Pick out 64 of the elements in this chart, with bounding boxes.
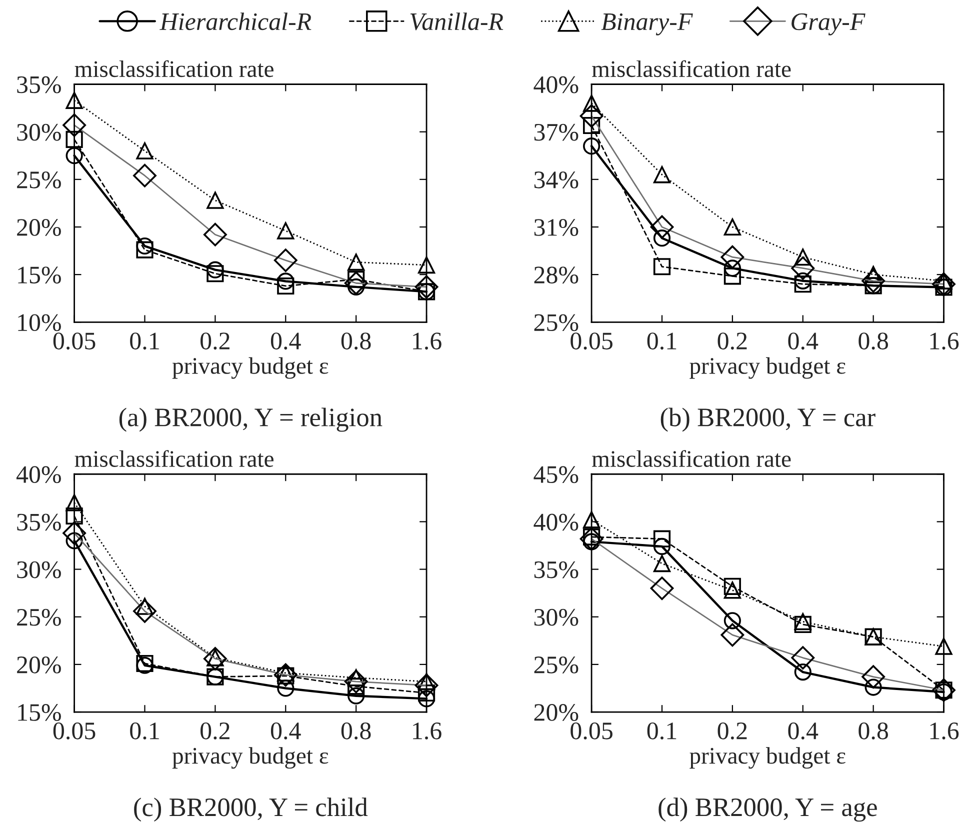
y-tick-label: 40% <box>16 466 61 484</box>
y-tick-label: 10% <box>18 314 61 332</box>
x-tick-label: 0.8 <box>858 332 888 350</box>
x-tick-label: 0.4 <box>788 332 818 350</box>
y-tick-label: 40% <box>534 514 578 531</box>
y-tick-label: 25% <box>534 314 578 332</box>
x-tick-label: 0.1 <box>647 332 676 350</box>
x-axis-title: privacy budget ε <box>172 747 328 769</box>
y-tick-label: 30% <box>17 561 61 578</box>
x-tick-label: 0.8 <box>341 332 371 350</box>
x-tick-label: 0.1 <box>647 722 676 740</box>
legend-label: Binary-F <box>601 13 693 36</box>
y-tick-label: 15% <box>18 266 61 284</box>
y-tick-label: 34% <box>534 171 578 188</box>
x-tick-label: 0.8 <box>858 722 888 740</box>
x-tick-label: 1.6 <box>413 332 442 350</box>
y-tick-label: 28% <box>534 266 578 284</box>
x-tick-label: 0.4 <box>788 722 818 740</box>
x-tick-label: 0.2 <box>200 722 230 740</box>
text: (d) BR2000, Y = age <box>658 798 877 822</box>
legend-label: Vanilla-R <box>410 12 504 30</box>
y-axis-title: misclassification rate <box>592 450 791 467</box>
x-tick-label: 1.6 <box>930 722 959 740</box>
x-tick-label: 0.05 <box>53 722 96 740</box>
x-tick-label: 0.2 <box>718 332 747 350</box>
y-axis-title: misclassification rate <box>592 60 791 78</box>
x-tick-label: 0.8 <box>341 722 371 740</box>
y-tick-label: 25% <box>17 171 61 188</box>
x-tick-label: 0.05 <box>53 332 96 350</box>
x-tick-label: 0.2 <box>718 722 747 740</box>
x-axis-title: privacy budget ε <box>690 357 846 379</box>
y-tick-label: 20% <box>17 219 61 236</box>
x-tick-label: 0.05 <box>570 332 612 350</box>
legend-label: Gray-F <box>792 13 866 36</box>
y-tick-label: 40% <box>534 76 578 94</box>
y-tick-label: 45% <box>534 466 578 484</box>
x-axis-title: privacy budget ε <box>172 357 328 379</box>
y-tick-label: 35% <box>17 514 61 531</box>
y-tick-label: 31% <box>534 219 578 236</box>
x-tick-label: 0.05 <box>570 722 612 740</box>
y-tick-label: 30% <box>17 124 61 141</box>
x-axis-title: privacy budget ε <box>690 747 846 769</box>
x-tick-label: 0.4 <box>270 332 301 350</box>
x-tick-label: 1.6 <box>930 332 959 350</box>
y-axis-title: misclassification rate <box>74 450 274 467</box>
y-axis-title: misclassification rate <box>74 60 274 78</box>
y-tick-label: 30% <box>534 608 578 626</box>
text: (b) BR2000, Y = car <box>660 408 876 432</box>
x-tick-label: 0.1 <box>130 722 159 740</box>
text: (c) BR2000, Y = child <box>134 798 368 822</box>
y-tick-label: 20% <box>534 704 578 722</box>
y-tick-label: 25% <box>534 656 578 674</box>
x-tick-label: 0.2 <box>200 332 230 350</box>
legend-label: Hierarchical-R <box>160 12 312 30</box>
y-tick-label: 20% <box>17 656 61 674</box>
y-tick-label: 37% <box>534 124 578 141</box>
x-tick-label: 0.1 <box>130 332 159 350</box>
y-tick-label: 35% <box>534 561 578 578</box>
x-tick-label: 0.4 <box>270 722 301 740</box>
y-tick-label: 25% <box>17 608 61 626</box>
text: (a) BR2000, Y = religion <box>119 408 382 432</box>
y-tick-label: 35% <box>17 76 61 94</box>
y-tick-label: 15% <box>18 704 61 722</box>
x-tick-label: 1.6 <box>413 722 442 740</box>
